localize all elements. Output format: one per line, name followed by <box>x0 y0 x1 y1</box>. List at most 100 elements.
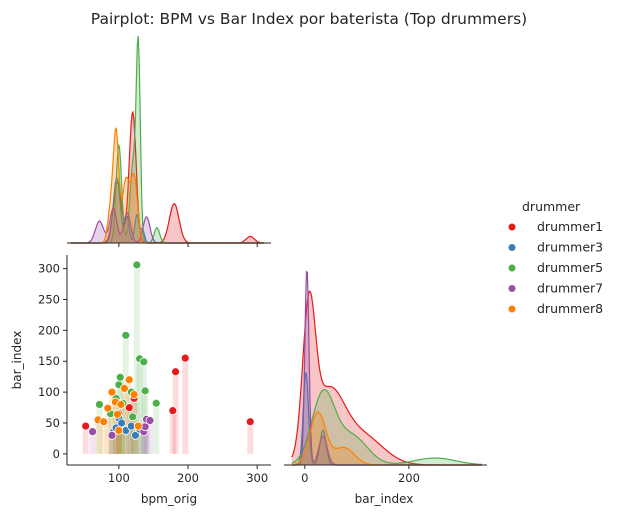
bpm-kde-curves <box>70 35 265 244</box>
scatter-band-drummer8 <box>104 408 111 454</box>
scatter-band-drummer5 <box>153 403 160 454</box>
scatter-band-drummer3 <box>132 435 139 454</box>
scatter-point-drummer5 <box>151 398 161 408</box>
scatter-point-drummer5 <box>95 400 104 409</box>
scatter-band-drummer7 <box>143 419 150 454</box>
scatter-point-drummer8 <box>107 387 117 397</box>
bar-kde-x-tick-label: 200 <box>398 471 420 485</box>
legend-label-drummer5: drummer5 <box>537 260 603 275</box>
legend-label-drummer3: drummer3 <box>537 240 603 255</box>
scatter-point-drummer1 <box>171 367 180 377</box>
scatter-band-drummer7 <box>142 426 149 454</box>
scatter-y-tick-label: 150 <box>38 354 60 368</box>
bar-kde-area-drummer8 <box>291 412 482 465</box>
scatter-point-drummer7 <box>88 427 97 437</box>
scatter-band-drummer3 <box>110 432 117 454</box>
scatter-band-drummer3 <box>122 430 129 454</box>
legend-marker-drummer8 <box>507 304 517 314</box>
scatter-y-tick-label: 100 <box>38 385 60 399</box>
scatter-y-tick-label: 200 <box>38 323 60 337</box>
scatter-band-drummer7 <box>146 420 153 454</box>
scatter-band-drummer8 <box>108 392 115 454</box>
bar-kde-line-drummer5 <box>291 388 482 465</box>
legend-label-drummer1: drummer1 <box>537 219 603 234</box>
scatter-x-tick-label: 300 <box>246 471 268 485</box>
scatter-point-drummer8 <box>113 409 122 419</box>
scatter-x-ticks: 100 200 300 <box>108 465 268 485</box>
scatter-band-drummer8 <box>95 419 102 454</box>
scatter-band-drummer8 <box>100 421 107 454</box>
legend-title: drummer <box>522 199 581 214</box>
scatter-band-drummer8 <box>135 426 142 454</box>
scatter-band-drummer3 <box>128 426 135 454</box>
bar-kde-area-drummer1 <box>291 291 482 465</box>
scatter-point-drummer5 <box>128 412 138 422</box>
scatter-band-drummer8 <box>115 430 122 454</box>
scatter-band-drummer7 <box>89 431 96 454</box>
scatter-point-drummer8 <box>129 390 139 399</box>
scatter-point-drummer1 <box>124 403 134 412</box>
scatter-point-drummer8 <box>124 375 134 385</box>
scatter-point-drummer8 <box>119 384 129 393</box>
scatter-band-drummer1 <box>247 421 254 454</box>
legend-label-drummer7: drummer7 <box>537 281 603 296</box>
scatter-point-drummer5 <box>132 260 142 270</box>
scatter-band-drummer5 <box>122 335 129 454</box>
scatter-point-drummer5 <box>140 386 150 396</box>
bar-kde-area-drummer3 <box>291 372 482 465</box>
bar-kde-x-ticks: 0 200 <box>301 465 420 485</box>
scatter-x-tick-label: 200 <box>177 471 199 485</box>
bpm-kde-x-ticks <box>118 243 258 247</box>
scatter-band-drummer7 <box>108 435 115 454</box>
scatter-point-drummer3 <box>131 430 140 440</box>
bpm-kde-area-drummer8 <box>70 128 265 243</box>
scatter-point-drummer7 <box>107 430 117 440</box>
scatter-point-drummer8 <box>133 421 143 431</box>
scatter-point-drummer8 <box>116 400 126 409</box>
legend-marker-drummer5 <box>507 263 517 273</box>
scatter-band-drummer3 <box>136 429 143 454</box>
bar-kde-area-drummer5 <box>291 389 482 465</box>
scatter-y-tick-label: 250 <box>38 292 60 306</box>
legend: drummer drummer1 drummer3 drummer5 drummer7… <box>507 199 603 316</box>
scatter-point-drummer5 <box>121 330 131 340</box>
scatter-y-ticks: 0 50 100 150 200 250 300 <box>38 262 67 461</box>
scatter-y-tick-label: 0 <box>53 447 60 461</box>
scatter-point-drummer1 <box>245 417 255 427</box>
legend-marker-drummer1 <box>507 222 517 232</box>
scatter-band-drummer3 <box>118 423 125 454</box>
scatter-y-tick-label: 300 <box>38 262 60 276</box>
legend-items: drummer1 drummer3 drummer5 drummer7 drummer8 <box>507 219 603 316</box>
legend-marker-drummer3 <box>507 243 517 252</box>
bpm-kde-panel <box>67 35 271 247</box>
scatter-point-drummer1 <box>81 421 91 431</box>
scatter-band-drummer5 <box>136 358 143 454</box>
scatter-point-drummer8 <box>114 426 124 435</box>
scatter-point-drummer7 <box>145 416 155 425</box>
scatter-point-drummer5 <box>115 372 125 382</box>
scatter-y-tick-label: 50 <box>45 416 60 430</box>
scatter-point-drummer8 <box>99 417 109 427</box>
bpm-kde-area-drummer1 <box>70 112 265 243</box>
bpm-kde-line-drummer5 <box>70 35 265 244</box>
scatter-x-label: bpm_orig <box>141 492 197 506</box>
bar-kde-area-drummer7 <box>291 271 482 465</box>
scatter-band-drummer1 <box>182 358 189 454</box>
scatter-point-drummer3 <box>117 418 127 428</box>
bar-kde-x-label: bar_index <box>355 492 414 506</box>
scatter-band-drummer5 <box>140 361 147 454</box>
bpm-kde-area-drummer5 <box>70 36 265 243</box>
scatter-point-drummer5 <box>139 357 149 367</box>
scatter-band-drummer1 <box>169 410 176 454</box>
legend-marker-drummer7 <box>507 284 517 293</box>
scatter-band-drummer7 <box>140 431 147 454</box>
bar-kde-panel: 0 200 bar_index <box>284 270 487 506</box>
scatter-point-drummer8 <box>103 403 113 413</box>
scatter-band-drummer5 <box>96 404 103 454</box>
scatter-y-label: bar_index <box>10 331 24 390</box>
legend-label-drummer8: drummer8 <box>537 301 603 316</box>
scatter-x-tick-label: 100 <box>108 471 130 485</box>
scatter-panel: 100 200 300 0 50 100 150 200 250 300 bpm_orig ba… <box>10 255 271 506</box>
scatter-points <box>81 260 255 454</box>
